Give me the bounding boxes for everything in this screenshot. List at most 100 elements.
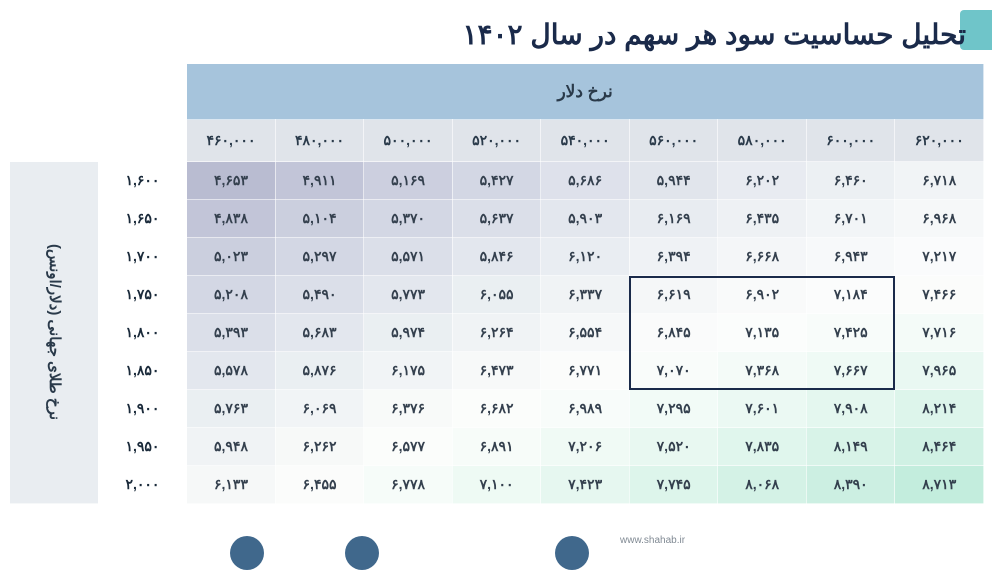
gold-rate-row-head: ۱,۹۵۰ <box>98 428 187 466</box>
gold-rate-row-head: ۱,۶۰۰ <box>98 162 187 200</box>
data-cell: ۷,۴۶۶ <box>895 276 984 314</box>
data-cell: ۶,۰۶۹ <box>275 390 364 428</box>
data-cell: ۷,۶۰۱ <box>718 390 807 428</box>
gold-rate-row-head: ۱,۸۵۰ <box>98 352 187 390</box>
dollar-rate-col: ۵۶۰,۰۰۰ <box>629 120 718 162</box>
table-row: ۸,۴۶۴۸,۱۴۹۷,۸۳۵۷,۵۲۰۷,۲۰۶۶,۸۹۱۶,۵۷۷۶,۲۶۲… <box>10 428 984 466</box>
table-row: ۸,۲۱۴۷,۹۰۸۷,۶۰۱۷,۲۹۵۶,۹۸۹۶,۶۸۲۶,۳۷۶۶,۰۶۹… <box>10 390 984 428</box>
data-cell: ۶,۳۳۷ <box>541 276 630 314</box>
data-cell: ۵,۵۷۱ <box>364 238 453 276</box>
data-cell: ۶,۷۷۸ <box>364 466 453 504</box>
data-cell: ۷,۰۷۰ <box>629 352 718 390</box>
gold-rate-row-head: ۱,۷۰۰ <box>98 238 187 276</box>
data-cell: ۵,۶۸۳ <box>275 314 364 352</box>
table-row: ۶,۷۱۸۶,۴۶۰۶,۲۰۲۵,۹۴۴۵,۶۸۶۵,۴۲۷۵,۱۶۹۴,۹۱۱… <box>10 162 984 200</box>
footer-text: www.shahab.ir <box>620 535 685 546</box>
data-cell: ۶,۲۶۴ <box>452 314 541 352</box>
blank-cell <box>98 64 187 120</box>
data-cell: ۶,۷۱۸ <box>895 162 984 200</box>
data-cell: ۶,۶۸۲ <box>452 390 541 428</box>
data-cell: ۵,۱۰۴ <box>275 200 364 238</box>
data-cell: ۷,۹۶۵ <box>895 352 984 390</box>
data-cell: ۶,۹۴۳ <box>806 238 895 276</box>
gold-rate-row-head: ۱,۷۵۰ <box>98 276 187 314</box>
data-cell: ۶,۶۱۹ <box>629 276 718 314</box>
page-title: تحلیل حساسیت سود هر سهم در سال ۱۴۰۲ <box>0 0 992 63</box>
sensitivity-table: نرخ دلار ۶۲۰,۰۰۰۶۰۰,۰۰۰۵۸۰,۰۰۰۵۶۰,۰۰۰۵۴۰… <box>9 63 984 504</box>
data-cell: ۶,۷۷۱ <box>541 352 630 390</box>
data-cell: ۷,۴۲۳ <box>541 466 630 504</box>
data-cell: ۶,۲۰۲ <box>718 162 807 200</box>
data-cell: ۶,۴۳۵ <box>718 200 807 238</box>
data-cell: ۶,۵۷۷ <box>364 428 453 466</box>
data-cell: ۵,۳۷۰ <box>364 200 453 238</box>
dollar-rate-col: ۴۸۰,۰۰۰ <box>275 120 364 162</box>
data-cell: ۶,۴۶۰ <box>806 162 895 200</box>
data-cell: ۵,۲۹۷ <box>275 238 364 276</box>
data-cell: ۵,۳۹۳ <box>187 314 276 352</box>
data-cell: ۸,۱۴۹ <box>806 428 895 466</box>
data-cell: ۷,۱۰۰ <box>452 466 541 504</box>
data-cell: ۷,۴۲۵ <box>806 314 895 352</box>
data-cell: ۵,۹۴۴ <box>629 162 718 200</box>
dollar-rate-col: ۶۰۰,۰۰۰ <box>806 120 895 162</box>
table-row: ۷,۷۱۶۷,۴۲۵۷,۱۳۵۶,۸۴۵۶,۵۵۴۶,۲۶۴۵,۹۷۴۵,۶۸۳… <box>10 314 984 352</box>
data-cell: ۶,۸۴۵ <box>629 314 718 352</box>
data-cell: ۴,۸۳۸ <box>187 200 276 238</box>
table-row: ۷,۹۶۵۷,۶۶۷۷,۳۶۸۷,۰۷۰۶,۷۷۱۶,۴۷۳۶,۱۷۵۵,۸۷۶… <box>10 352 984 390</box>
dollar-rate-col: ۵۴۰,۰۰۰ <box>541 120 630 162</box>
dollar-rate-header: نرخ دلار <box>187 64 984 120</box>
data-cell: ۷,۲۱۷ <box>895 238 984 276</box>
blank-cell <box>98 120 187 162</box>
data-cell: ۵,۹۰۳ <box>541 200 630 238</box>
data-cell: ۶,۵۵۴ <box>541 314 630 352</box>
table-row: ۷,۲۱۷۶,۹۴۳۶,۶۶۸۶,۳۹۴۶,۱۲۰۵,۸۴۶۵,۵۷۱۵,۲۹۷… <box>10 238 984 276</box>
gold-rate-row-head: ۲,۰۰۰ <box>98 466 187 504</box>
data-cell: ۶,۴۷۳ <box>452 352 541 390</box>
data-cell: ۷,۲۹۵ <box>629 390 718 428</box>
data-cell: ۵,۶۸۶ <box>541 162 630 200</box>
footer-dot <box>555 536 589 570</box>
footer-dot <box>230 536 264 570</box>
gold-rate-header: نرخ طلای جهانی (دلار/اونس) <box>10 162 99 504</box>
data-cell: ۷,۷۴۵ <box>629 466 718 504</box>
gold-rate-row-head: ۱,۶۵۰ <box>98 200 187 238</box>
data-cell: ۷,۱۳۵ <box>718 314 807 352</box>
dollar-rate-col: ۶۲۰,۰۰۰ <box>895 120 984 162</box>
gold-rate-row-head: ۱,۹۰۰ <box>98 390 187 428</box>
data-cell: ۸,۷۱۳ <box>895 466 984 504</box>
data-cell: ۶,۲۶۲ <box>275 428 364 466</box>
dollar-rate-col: ۵۲۰,۰۰۰ <box>452 120 541 162</box>
data-cell: ۷,۹۰۸ <box>806 390 895 428</box>
table-row: ۸,۷۱۳۸,۳۹۰۸,۰۶۸۷,۷۴۵۷,۴۲۳۷,۱۰۰۶,۷۷۸۶,۴۵۵… <box>10 466 984 504</box>
data-cell: ۶,۱۲۰ <box>541 238 630 276</box>
data-cell: ۴,۹۱۱ <box>275 162 364 200</box>
data-cell: ۵,۷۶۳ <box>187 390 276 428</box>
data-cell: ۷,۶۶۷ <box>806 352 895 390</box>
data-cell: ۵,۹۷۴ <box>364 314 453 352</box>
footer-decoration: www.shahab.ir <box>0 520 992 550</box>
dollar-rate-col: ۵۰۰,۰۰۰ <box>364 120 453 162</box>
data-cell: ۶,۹۶۸ <box>895 200 984 238</box>
data-cell: ۷,۳۶۸ <box>718 352 807 390</box>
data-cell: ۶,۳۹۴ <box>629 238 718 276</box>
data-cell: ۵,۷۷۳ <box>364 276 453 314</box>
data-cell: ۵,۵۷۸ <box>187 352 276 390</box>
table-row: ۷,۴۶۶۷,۱۸۴۶,۹۰۲۶,۶۱۹۶,۳۳۷۶,۰۵۵۵,۷۷۳۵,۴۹۰… <box>10 276 984 314</box>
data-cell: ۵,۹۴۸ <box>187 428 276 466</box>
data-cell: ۷,۵۲۰ <box>629 428 718 466</box>
data-cell: ۶,۰۵۵ <box>452 276 541 314</box>
data-cell: ۵,۸۴۶ <box>452 238 541 276</box>
blank-cell <box>10 64 99 120</box>
data-cell: ۵,۰۲۳ <box>187 238 276 276</box>
data-cell: ۸,۳۹۰ <box>806 466 895 504</box>
data-cell: ۶,۹۸۹ <box>541 390 630 428</box>
data-cell: ۸,۴۶۴ <box>895 428 984 466</box>
blank-cell <box>10 120 99 162</box>
data-cell: ۸,۲۱۴ <box>895 390 984 428</box>
data-cell: ۷,۱۸۴ <box>806 276 895 314</box>
data-cell: ۷,۷۱۶ <box>895 314 984 352</box>
data-cell: ۶,۶۶۸ <box>718 238 807 276</box>
gold-rate-row-head: ۱,۸۰۰ <box>98 314 187 352</box>
dollar-rate-col: ۵۸۰,۰۰۰ <box>718 120 807 162</box>
